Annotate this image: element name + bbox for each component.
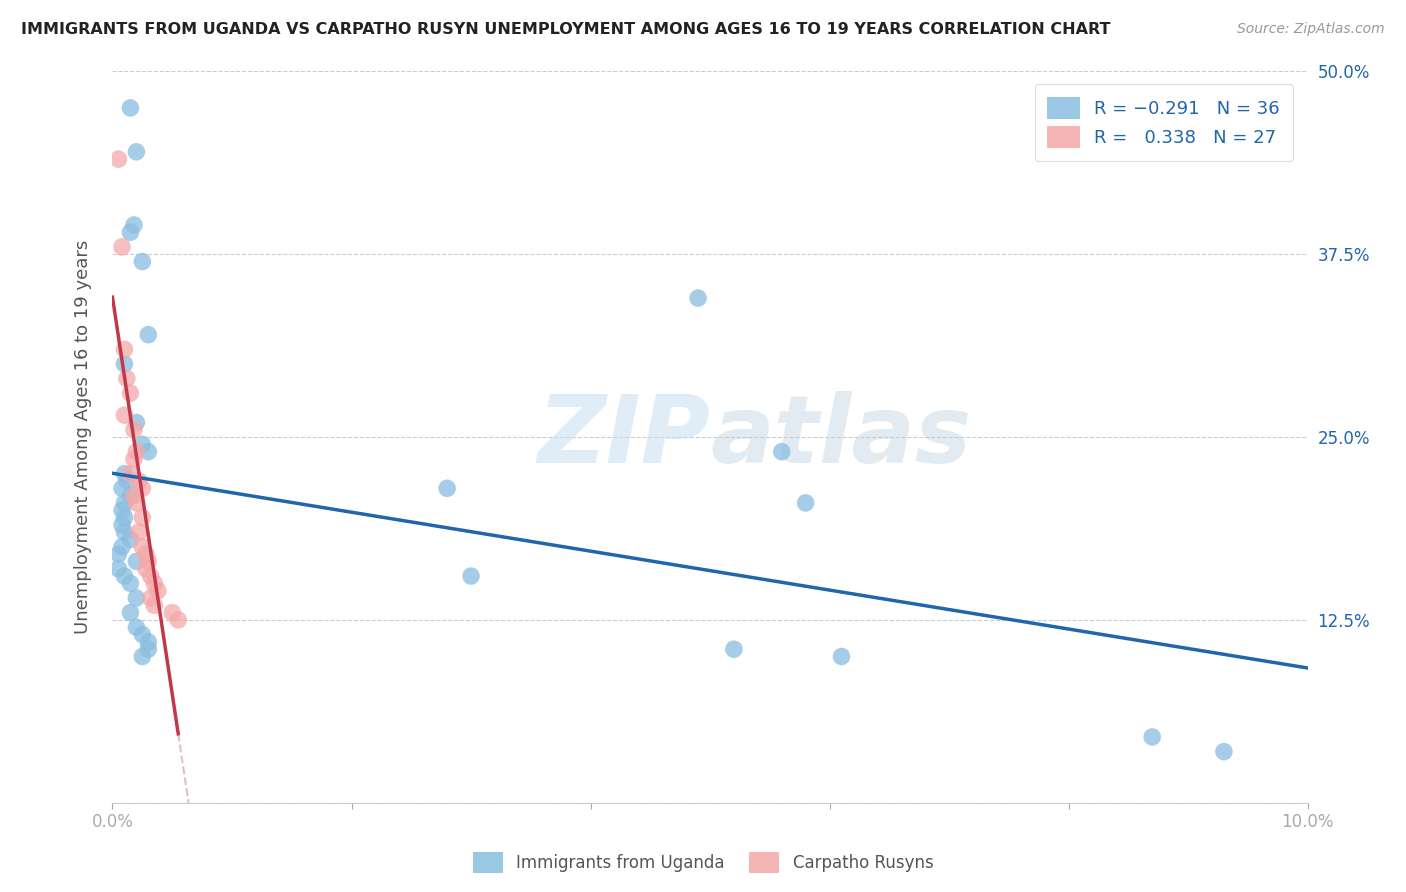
Point [115,474,138,488]
Point [114,569,135,583]
Text: Source: ZipAtlas.com: Source: ZipAtlas.com [1237,22,1385,37]
Point [111,540,134,554]
Point [125,591,148,605]
Text: ZIP: ZIP [537,391,710,483]
Point [107,562,129,576]
Text: atlas: atlas [710,391,972,483]
Point [125,444,148,458]
Point [120,386,142,401]
Point [139,591,162,605]
Point [138,642,160,657]
Point [122,489,145,503]
Point [114,408,135,422]
Text: IMMIGRANTS FROM UGANDA VS CARPATHO RUSYN UNEMPLOYMENT AMONG AGES 16 TO 19 YEARS : IMMIGRANTS FROM UGANDA VS CARPATHO RUSYN… [21,22,1111,37]
Point [135,562,157,576]
Point [139,569,162,583]
Point [143,576,166,591]
Point [120,489,142,503]
Point [131,627,153,641]
Point [138,327,160,342]
Point [146,583,169,598]
Point [120,533,142,547]
Y-axis label: Unemployment Among Ages 16 to 19 years: Unemployment Among Ages 16 to 19 years [73,240,91,634]
Point [770,444,793,458]
Point [111,240,134,254]
Point [122,218,145,232]
Point [143,599,166,613]
Point [107,152,129,166]
Point [111,517,134,532]
Point [688,291,710,305]
Point [138,444,160,458]
Point [107,547,129,561]
Point [120,467,142,481]
Point [120,101,142,115]
Point [128,474,150,488]
Point [131,540,153,554]
Point [111,503,134,517]
Point [1142,730,1164,744]
Point [125,620,148,634]
Point [831,649,853,664]
Point [122,423,145,437]
Point [122,452,145,467]
Point [120,576,142,591]
Point [138,635,160,649]
Point [125,416,148,430]
Legend: R = −0.291   N = 36, R =   0.338   N = 27: R = −0.291 N = 36, R = 0.338 N = 27 [1035,84,1292,161]
Point [135,547,157,561]
Point [131,649,153,664]
Point [114,510,135,524]
Point [723,642,745,657]
Point [114,467,135,481]
Point [125,145,148,159]
Legend: Immigrants from Uganda, Carpatho Rusyns: Immigrants from Uganda, Carpatho Rusyns [465,846,941,880]
Point [436,481,458,495]
Point [115,371,138,385]
Point [1213,745,1236,759]
Point [114,357,135,371]
Point [114,496,135,510]
Point [114,343,135,357]
Point [131,481,153,495]
Point [162,606,183,620]
Point [125,496,148,510]
Point [114,525,135,540]
Point [167,613,190,627]
Point [131,510,153,524]
Point [120,606,142,620]
Point [125,554,148,568]
Point [460,569,482,583]
Point [131,254,153,268]
Point [111,481,134,495]
Point [128,525,150,540]
Point [131,437,153,451]
Point [794,496,817,510]
Point [120,225,142,239]
Point [138,554,160,568]
